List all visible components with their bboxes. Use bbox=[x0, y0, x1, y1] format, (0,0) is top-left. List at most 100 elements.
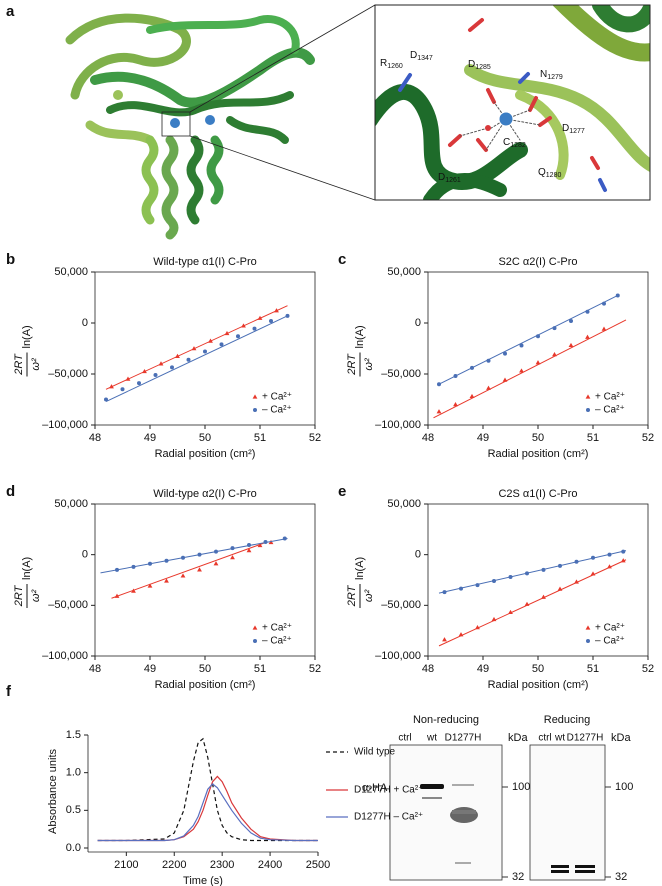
y-title-numerator: 2RT bbox=[346, 584, 358, 607]
data-point bbox=[569, 318, 573, 323]
lane-label: D1277H bbox=[567, 733, 604, 744]
data-point bbox=[491, 616, 497, 622]
y-tick-label: 0 bbox=[415, 549, 421, 561]
legend-marker bbox=[585, 394, 591, 399]
panel-label: b bbox=[6, 251, 15, 268]
data-point bbox=[268, 539, 274, 545]
x-axis-title: Radial position (cm²) bbox=[155, 448, 256, 460]
data-point bbox=[186, 357, 191, 362]
data-point bbox=[585, 334, 590, 339]
data-point bbox=[620, 558, 626, 563]
data-point bbox=[437, 382, 441, 387]
data-point bbox=[602, 301, 606, 306]
legend-label: D1277H + Ca²⁺ bbox=[354, 785, 423, 796]
data-point bbox=[137, 381, 141, 386]
data-point bbox=[541, 567, 546, 572]
legend-label: + Ca²⁺ bbox=[262, 623, 292, 634]
data-point bbox=[508, 574, 513, 579]
x-tick-label: 48 bbox=[422, 432, 434, 444]
x-tick-label: 51 bbox=[587, 663, 599, 675]
legend-label: + Ca²⁺ bbox=[595, 392, 625, 403]
data-point bbox=[486, 358, 491, 363]
legend-label: – Ca²⁺ bbox=[262, 405, 292, 416]
lane-label: ctrl bbox=[538, 733, 551, 744]
data-point bbox=[180, 573, 186, 578]
legend-label: – Ca²⁺ bbox=[595, 405, 625, 416]
data-point bbox=[158, 361, 164, 366]
data-point bbox=[568, 342, 574, 348]
antibody-label: α-HA bbox=[362, 782, 388, 794]
data-point bbox=[148, 561, 152, 566]
y-axis-title: 2RT ω² ln(A) bbox=[346, 325, 375, 377]
data-point bbox=[282, 536, 287, 541]
residue-letter: D bbox=[438, 172, 445, 183]
y-axis-title: Absorbance units bbox=[47, 749, 59, 834]
x-tick-label: 52 bbox=[642, 432, 654, 444]
data-point bbox=[475, 625, 480, 630]
protein-structure bbox=[65, 13, 315, 240]
x-tick-label: 51 bbox=[254, 663, 266, 675]
data-point bbox=[621, 549, 626, 554]
data-point bbox=[236, 334, 240, 339]
data-point bbox=[109, 384, 114, 389]
x-tick-label: 2300 bbox=[210, 859, 234, 871]
legend-marker bbox=[252, 394, 258, 399]
residue-letter: D bbox=[410, 50, 417, 61]
size-marker: 32 bbox=[512, 871, 524, 883]
data-point bbox=[535, 360, 541, 365]
y-axis-title: 2RT ω² ln(A) bbox=[13, 557, 42, 608]
y-tick-label: –50,000 bbox=[48, 368, 88, 380]
residue-index: 1261 bbox=[445, 177, 461, 184]
data-point bbox=[104, 397, 108, 402]
unit-label: kDa bbox=[611, 732, 631, 744]
data-point bbox=[453, 374, 458, 379]
legend-label: D1277H – Ca²⁺ bbox=[354, 812, 423, 823]
data-point bbox=[142, 368, 147, 374]
data-point bbox=[585, 309, 590, 314]
y-tick-label: 0.5 bbox=[66, 804, 81, 816]
legend-label: + Ca²⁺ bbox=[262, 392, 292, 403]
chart: S2C α2(I) C-Pro 48 49 50 51 52 –100,000 –50,000… bbox=[346, 256, 654, 460]
residue-letter: R bbox=[380, 58, 387, 69]
data-point bbox=[269, 318, 273, 323]
y-title-suffix: ln(A) bbox=[21, 325, 33, 348]
x-tick-label: 2100 bbox=[114, 859, 138, 871]
data-point bbox=[203, 349, 207, 354]
chart-title: Wild-type α1(I) C-Pro bbox=[153, 256, 257, 268]
x-tick-label: 49 bbox=[144, 432, 156, 444]
residue-label: D1277 bbox=[562, 123, 585, 135]
legend-label: + Ca²⁺ bbox=[595, 623, 625, 634]
lane-label: wt bbox=[426, 733, 437, 744]
residue-index: 1277 bbox=[569, 128, 585, 135]
y-axis-title: 2RT ω² ln(A) bbox=[346, 557, 375, 608]
y-tick-label: 50,000 bbox=[387, 498, 421, 510]
data-point bbox=[224, 330, 230, 336]
lane-label: wt bbox=[554, 733, 565, 744]
data-point bbox=[601, 326, 607, 331]
data-point bbox=[181, 555, 185, 560]
data-point bbox=[230, 555, 235, 560]
zoom-frame bbox=[374, 4, 651, 201]
x-tick-label: 52 bbox=[642, 663, 654, 675]
data-point bbox=[125, 376, 131, 381]
data-point bbox=[459, 586, 463, 591]
data-point bbox=[502, 377, 508, 382]
x-axis-title: Radial position (cm²) bbox=[488, 679, 589, 691]
data-point bbox=[436, 409, 442, 414]
data-point bbox=[536, 334, 540, 339]
data-point bbox=[164, 578, 169, 583]
x-tick-label: 48 bbox=[89, 432, 101, 444]
y-tick-label: –100,000 bbox=[375, 419, 421, 431]
data-point bbox=[574, 559, 579, 564]
residue-letter: D bbox=[562, 123, 569, 134]
x-tick-label: 50 bbox=[199, 432, 211, 444]
residue-letter: D bbox=[468, 59, 475, 70]
residue-letter: N bbox=[540, 69, 547, 80]
fit-line bbox=[438, 559, 627, 647]
binding-site bbox=[375, 5, 650, 200]
data-point bbox=[246, 548, 252, 553]
y-tick-label: 0 bbox=[82, 317, 88, 329]
data-point bbox=[213, 561, 219, 566]
data-point bbox=[469, 393, 475, 399]
